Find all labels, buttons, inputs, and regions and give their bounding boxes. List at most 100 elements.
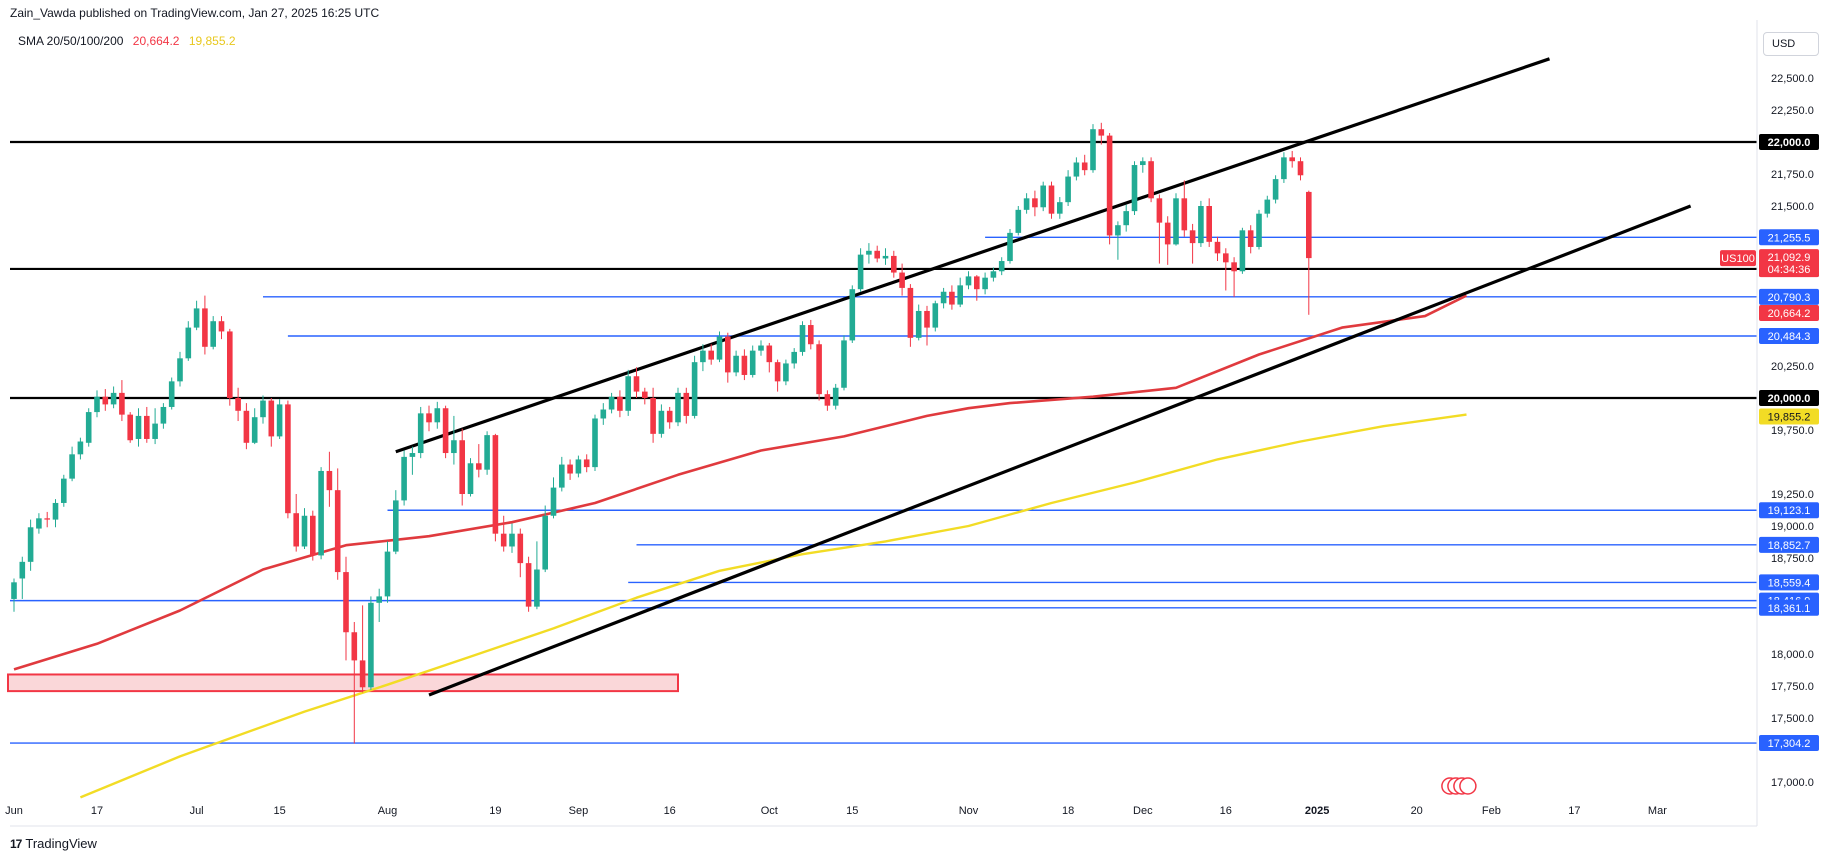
candle-up[interactable]	[276, 399, 283, 439]
candle-down[interactable]	[1214, 236, 1221, 262]
candle-down[interactable]	[949, 285, 955, 310]
candle-down[interactable]	[492, 433, 499, 542]
sma-price-label[interactable]: 20,664.2	[1759, 304, 1819, 321]
candle-up[interactable]	[1140, 157, 1146, 173]
candle-up[interactable]	[52, 499, 59, 528]
candle-down[interactable]	[1081, 154, 1088, 176]
price-label[interactable]: 22,000.0	[1759, 134, 1819, 150]
candle-up[interactable]	[61, 474, 67, 507]
candle-up[interactable]	[998, 257, 1005, 276]
candle-down[interactable]	[666, 406, 673, 429]
candle-down[interactable]	[359, 605, 366, 693]
price-label[interactable]: 17,304.2	[1759, 735, 1819, 752]
candle-down[interactable]	[1306, 190, 1312, 315]
candle-up[interactable]	[841, 335, 847, 391]
candle-down[interactable]	[1231, 257, 1237, 297]
candle-up[interactable]	[1272, 175, 1279, 204]
candle-up[interactable]	[716, 331, 723, 363]
candle-up[interactable]	[210, 316, 216, 350]
candle-down[interactable]	[127, 412, 133, 443]
candle-up[interactable]	[193, 300, 200, 331]
candle-down[interactable]	[874, 245, 880, 263]
candle-down[interactable]	[44, 511, 50, 528]
candle-up[interactable]	[675, 387, 681, 427]
candle-down[interactable]	[1164, 216, 1171, 265]
candle-up[interactable]	[94, 390, 100, 418]
sma-price-label[interactable]: 19,855.2	[1759, 408, 1819, 425]
candle-down[interactable]	[650, 387, 656, 443]
candle-down[interactable]	[642, 387, 648, 405]
candle-down[interactable]	[816, 340, 822, 401]
candle-up[interactable]	[393, 490, 399, 555]
candle-up[interactable]	[1015, 206, 1022, 236]
candle-down[interactable]	[310, 510, 316, 561]
candle-up[interactable]	[1239, 227, 1246, 274]
candle-up[interactable]	[700, 344, 706, 372]
support-zone[interactable]	[7, 673, 679, 693]
candle-up[interactable]	[1023, 193, 1030, 214]
candle-down[interactable]	[500, 515, 507, 552]
candle-down[interactable]	[567, 459, 573, 480]
candle-up[interactable]	[799, 321, 806, 356]
candle-down[interactable]	[285, 400, 291, 519]
candle-up[interactable]	[990, 267, 997, 282]
sma-legend[interactable]: SMA 20/50/100/200 20,664.2 19,855.2	[18, 34, 236, 48]
candle-up[interactable]	[384, 541, 391, 603]
candle-up[interactable]	[575, 455, 582, 478]
candle-up[interactable]	[857, 248, 864, 292]
channel-trendline[interactable]	[428, 204, 1692, 697]
candle-down[interactable]	[1247, 225, 1254, 254]
candle-up[interactable]	[1073, 157, 1080, 181]
price-label[interactable]: 18,852.7	[1759, 536, 1819, 553]
candle-down[interactable]	[1098, 122, 1105, 145]
candle-down[interactable]	[974, 275, 980, 301]
candle-down[interactable]	[766, 342, 773, 373]
candle-down[interactable]	[144, 406, 150, 443]
candle-up[interactable]	[509, 523, 515, 553]
candle-up[interactable]	[965, 271, 972, 290]
candle-up[interactable]	[1198, 200, 1204, 247]
candle-up[interactable]	[160, 403, 167, 429]
candle-up[interactable]	[832, 383, 839, 410]
candle-down[interactable]	[293, 494, 299, 552]
candle-down[interactable]	[202, 295, 208, 355]
candle-down[interactable]	[1148, 157, 1154, 203]
candle-down[interactable]	[808, 319, 814, 350]
candle-up[interactable]	[467, 458, 474, 497]
candle-up[interactable]	[185, 321, 192, 361]
candle-up[interactable]	[1123, 204, 1129, 232]
candle-up[interactable]	[318, 467, 324, 560]
candle-up[interactable]	[260, 395, 266, 424]
candle-down[interactable]	[708, 344, 714, 365]
candle-up[interactable]	[608, 392, 615, 414]
candle-up[interactable]	[932, 300, 939, 332]
candle-down[interactable]	[476, 444, 482, 478]
candle-up[interactable]	[592, 414, 598, 471]
candle-up[interactable]	[409, 446, 416, 475]
candle-up[interactable]	[251, 408, 258, 445]
candle-down[interactable]	[891, 250, 897, 278]
candle-up[interactable]	[982, 272, 988, 295]
candle-down[interactable]	[351, 622, 358, 744]
candle-down[interactable]	[617, 390, 623, 418]
candle-down[interactable]	[633, 367, 640, 398]
candle-down[interactable]	[1189, 223, 1196, 264]
candle-up[interactable]	[625, 369, 631, 416]
candle-up[interactable]	[417, 406, 424, 459]
price-label[interactable]: 20,484.3	[1759, 328, 1819, 345]
last-price-label[interactable]: 21,092.9	[1768, 252, 1811, 264]
candle-down[interactable]	[235, 387, 241, 422]
candle-up[interactable]	[11, 578, 17, 612]
candle-up[interactable]	[135, 408, 142, 447]
candle-up[interactable]	[600, 403, 607, 425]
candle-down[interactable]	[1289, 150, 1295, 168]
candle-up[interactable]	[1040, 181, 1046, 212]
candle-up[interactable]	[77, 437, 84, 460]
candle-up[interactable]	[27, 519, 34, 571]
candle-up[interactable]	[658, 404, 665, 438]
candle-down[interactable]	[824, 390, 831, 411]
candle-up[interactable]	[85, 408, 92, 447]
candle-up[interactable]	[1090, 124, 1096, 173]
channel-trendline[interactable]	[395, 57, 1551, 454]
